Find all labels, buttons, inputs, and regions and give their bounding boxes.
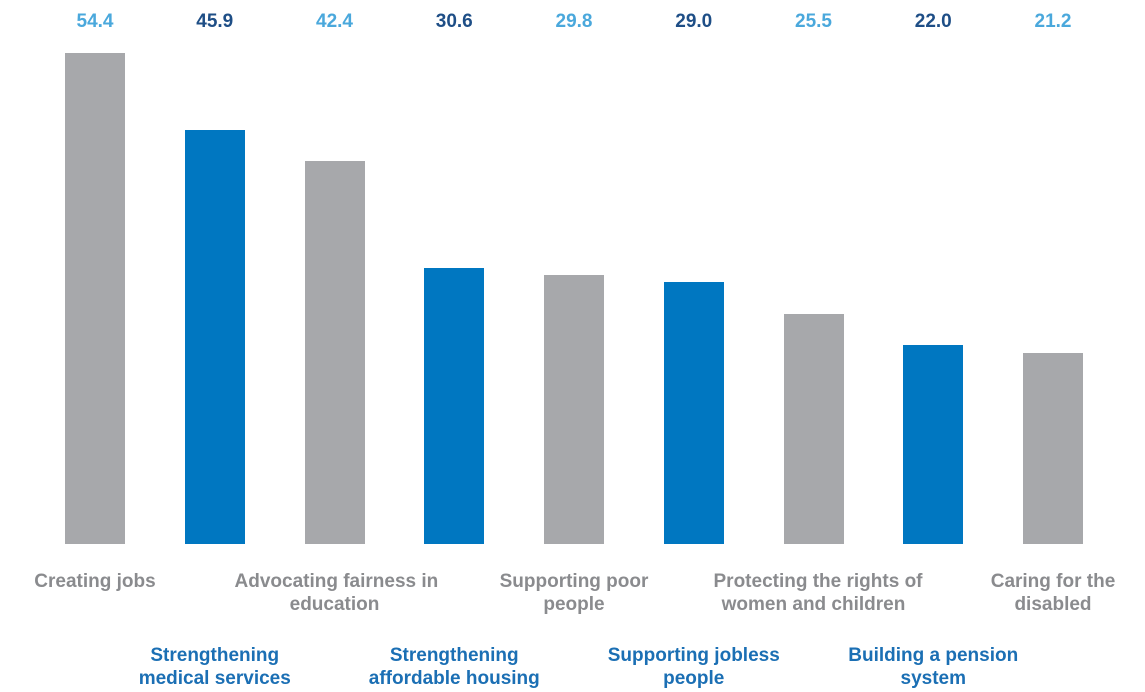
bar xyxy=(1023,352,1083,544)
category-label-line: Protecting the rights of xyxy=(713,571,923,592)
category-label-line: system xyxy=(900,668,967,689)
bar xyxy=(184,129,245,544)
data-label: 29.8 xyxy=(555,11,593,32)
category-label-line: Caring for the xyxy=(990,571,1116,592)
category-label: Advocating fairness in education xyxy=(234,570,439,616)
data-label: 42.4 xyxy=(316,11,353,32)
category-label-line: disabled xyxy=(1014,594,1092,615)
bar xyxy=(544,275,604,544)
category-label-line: affordable housing xyxy=(368,668,540,689)
category-label-line: people xyxy=(543,594,605,615)
category-label-line: Strengthening xyxy=(150,645,280,666)
bar xyxy=(304,161,365,544)
data-label: 29.0 xyxy=(675,11,713,32)
category-label-line: Building a pension xyxy=(848,645,1019,666)
category-label: Supporting poor people xyxy=(474,570,674,616)
data-label: 22.0 xyxy=(914,11,952,32)
category-label: Caring for the disabled xyxy=(953,570,1145,616)
category-label-line: Supporting poor xyxy=(499,571,649,592)
bar xyxy=(424,267,485,544)
bar xyxy=(663,282,724,544)
data-label: 54.4 xyxy=(76,11,114,32)
category-label: Supporting jobless people xyxy=(594,644,794,690)
category-label-line: medical services xyxy=(138,668,291,689)
bar xyxy=(65,53,125,544)
data-label: 30.6 xyxy=(435,11,473,32)
category-label-line: Advocating fairness in xyxy=(234,571,439,592)
category-label: Protecting the rights of women and childr… xyxy=(713,570,923,616)
category-label: Creating jobs xyxy=(0,570,195,593)
data-label: 21.2 xyxy=(1034,11,1072,32)
category-label-line: people xyxy=(663,668,725,689)
category-label: Strengthening medical services xyxy=(115,644,315,690)
category-label-line: women and children xyxy=(721,594,906,615)
bar xyxy=(903,345,964,544)
category-label-line: Creating jobs xyxy=(34,571,156,592)
category-label-line: Strengthening xyxy=(389,645,519,666)
category-label-line: education xyxy=(289,594,380,615)
category-label-line: Supporting jobless xyxy=(607,645,780,666)
category-label: Strengthening affordable housing xyxy=(354,644,554,690)
data-label: 45.9 xyxy=(196,11,234,32)
bar xyxy=(783,313,844,544)
data-label: 25.5 xyxy=(795,11,832,32)
category-label: Building a pension system xyxy=(833,644,1033,690)
